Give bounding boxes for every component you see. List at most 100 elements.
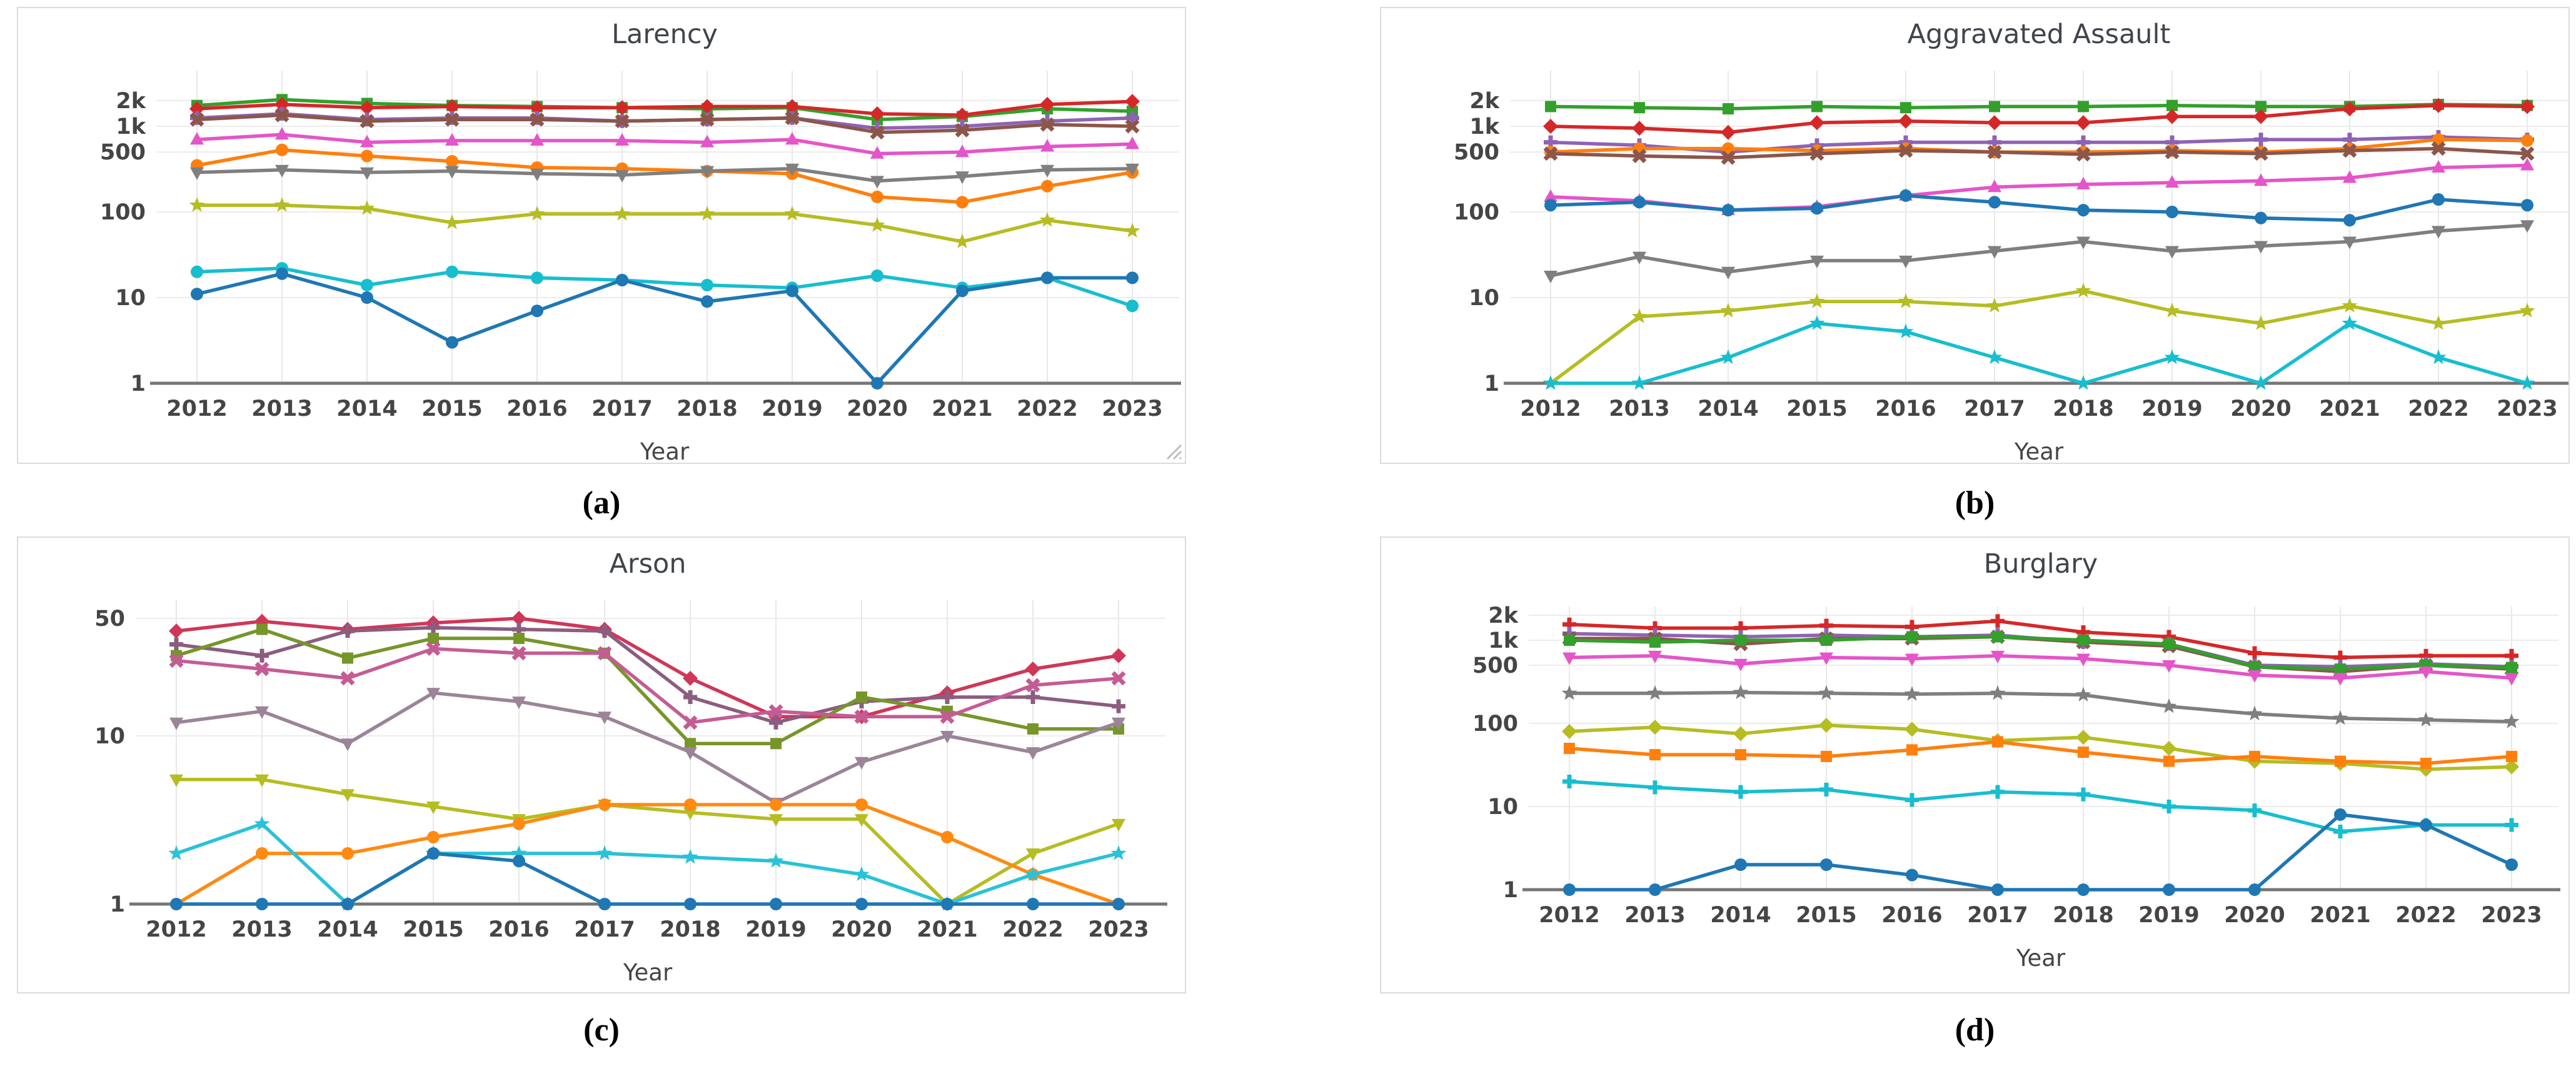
series-markers-blue — [191, 267, 1139, 390]
y-tick-label: 50 — [94, 606, 125, 631]
x-axis-title: Year — [2016, 945, 2066, 972]
y-tick-label: 10 — [1469, 286, 1499, 311]
x-tick-label: 2019 — [2141, 396, 2202, 421]
x-tick-label: 2016 — [506, 396, 567, 421]
caption-b: (b) — [1955, 485, 1995, 521]
chart-panel-burglary: 2k 1k 500 100 10 1 2012 2013 2014 2015 2016 2017 201… — [1380, 536, 2570, 993]
series-markers-cyan — [1562, 775, 2518, 838]
y-tick-label: 1 — [1503, 878, 1518, 903]
series-line-blue — [1569, 813, 2513, 892]
series-markers-rose — [169, 641, 1126, 730]
y-tick-label: 2k — [1469, 89, 1499, 114]
x-tick-label: 2013 — [1609, 396, 1669, 421]
x-tick-label: 2023 — [2497, 396, 2557, 421]
x-tick-label: 2019 — [2138, 903, 2199, 928]
series-markers-red — [1543, 98, 2535, 140]
x-tick-label: 2016 — [1875, 396, 1936, 421]
y-tick-label: 100 — [1454, 200, 1499, 225]
x-tick-label: 2020 — [2230, 396, 2291, 421]
y-tick-label: 10 — [1487, 795, 1518, 820]
chart-canvas-arson[interactable]: 50 10 1 2012 2013 2014 2015 2016 2017 2018 2019 202… — [18, 538, 1185, 992]
x-tick-label: 2017 — [591, 396, 652, 421]
series-markers-brown — [189, 108, 1140, 140]
x-tick-label: 2015 — [1796, 903, 1856, 928]
y-tick-label: 100 — [100, 200, 146, 225]
y-tick-label: 10 — [94, 724, 125, 749]
x-tick-label: 2018 — [2053, 903, 2113, 928]
y-tick-label: 1k — [1469, 114, 1499, 139]
x-tick-label: 2016 — [1881, 903, 1942, 928]
y-tick-label: 2k — [1488, 603, 1518, 628]
series-line-pink — [1550, 163, 2528, 212]
series-line-green — [1569, 635, 2512, 671]
y-tick-label: 100 — [1472, 711, 1518, 737]
x-tick-label: 2020 — [847, 396, 907, 421]
x-tick-label: 2018 — [677, 396, 737, 421]
chart-title: Larency — [611, 19, 718, 50]
series-line-purple — [176, 626, 1119, 725]
series-line-red — [1569, 619, 2512, 660]
series-line-green — [176, 627, 1119, 746]
series-line-olive — [176, 778, 1119, 906]
series-line-green — [1550, 103, 2528, 111]
x-tick-label: 2021 — [2310, 903, 2370, 928]
x-tick-label: 2014 — [1710, 903, 1771, 928]
series-line-orange — [1569, 740, 2512, 765]
series-line-red — [176, 616, 1119, 719]
series-line-cyan — [1551, 321, 2528, 385]
x-tick-label: 2022 — [1002, 917, 1063, 942]
x-tick-label: 2017 — [1967, 903, 2028, 928]
x-tick-label: 2012 — [1520, 396, 1581, 421]
x-tick-label: 2015 — [403, 917, 463, 942]
x-tick-label: 2021 — [2319, 396, 2380, 421]
x-tick-label: 2014 — [1698, 396, 1758, 421]
x-tick-label: 2017 — [574, 917, 635, 942]
series-line-olive — [1569, 723, 2512, 772]
chart-panel-larency: 2k 1k 500 100 10 1 2012 2013 2014 2015 2016 2017 201… — [17, 7, 1186, 464]
x-axis-title: Year — [623, 959, 673, 986]
series-line-olive — [1549, 289, 2528, 385]
x-tick-label: 2018 — [2053, 396, 2113, 421]
series-markers-olive — [189, 197, 1140, 248]
chart-title: Aggravated Assault — [1908, 19, 2171, 50]
series-markers-brown — [1543, 141, 2535, 165]
x-tick-label: 2022 — [1017, 396, 1077, 421]
x-tick-label: 2014 — [336, 396, 397, 421]
series-line-brown — [1550, 146, 2528, 159]
series-line-red — [196, 99, 1133, 117]
series-line-cyan — [1569, 780, 2512, 833]
y-tick-label: 1 — [1484, 371, 1499, 396]
series-markers-orange — [1564, 736, 2517, 769]
chart-title: Arson — [609, 548, 686, 580]
series-markers-blue — [1563, 808, 2518, 896]
x-tick-label: 2022 — [2408, 396, 2468, 421]
series-line-orange — [196, 148, 1133, 204]
series-markers-pink — [190, 127, 1139, 159]
x-tick-label: 2022 — [2395, 903, 2456, 928]
series-line-pink — [1569, 654, 2512, 680]
series-line-gray — [1550, 223, 2528, 278]
series-markers-pink — [1562, 650, 2518, 686]
y-tick-label: 500 — [1472, 653, 1518, 678]
series-line-brown — [196, 113, 1133, 134]
series-markers-red — [189, 94, 1140, 123]
series-markers-mauve — [169, 688, 1125, 810]
resize-grip-icon[interactable] — [1164, 441, 1182, 460]
chart-title: Burglary — [1984, 548, 2098, 580]
series-line-purple — [1550, 135, 2528, 154]
y-tick-label: 1 — [131, 371, 146, 396]
series-markers-gray — [190, 163, 1139, 189]
x-tick-label: 2023 — [2481, 903, 2542, 928]
x-tick-label: 2014 — [317, 917, 378, 942]
x-tick-label: 2019 — [745, 917, 806, 942]
series-line-cyan — [196, 266, 1133, 308]
x-tick-label: 2012 — [1539, 903, 1599, 928]
series-markers-green — [1564, 631, 2517, 675]
series-markers-red — [169, 611, 1126, 725]
series-line-blue — [196, 272, 1132, 385]
caption-a: (a) — [582, 485, 621, 521]
series-line-mauve — [176, 691, 1119, 805]
